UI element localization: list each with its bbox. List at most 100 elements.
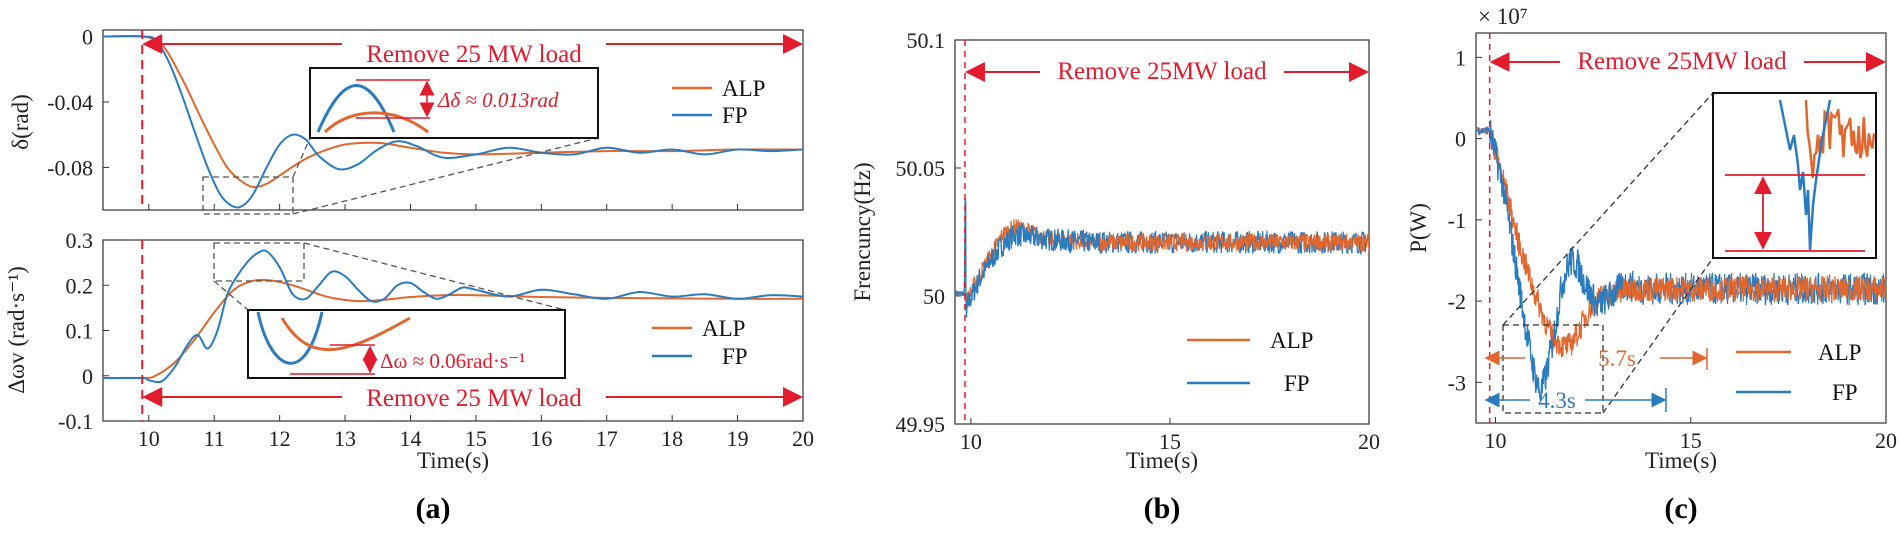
chart-a-bottom-inset-frame: [247, 309, 566, 379]
chart-b-xticks: 10 15 20: [960, 418, 1380, 454]
ytick-label: 49.95: [896, 412, 946, 437]
chart-a-bottom-xlabel: Time(s): [417, 448, 489, 473]
xtick-label: 20: [792, 426, 814, 451]
ytick-label: 0.3: [66, 228, 94, 253]
panel-label-c: (c): [1664, 492, 1697, 525]
ytick-label: 0: [82, 25, 93, 50]
xtick-label: 17: [596, 426, 618, 451]
chart-a-bottom-xticks: 10 11 12 13 14 15 16 17 18 19 20: [138, 415, 814, 451]
panel-label-a: (a): [416, 492, 451, 525]
chart-a-bottom-legend: ALP FP: [652, 316, 748, 369]
chart-b-annotation: Remove 25MW load: [1057, 58, 1267, 85]
panel-label-b: (b): [1144, 492, 1181, 525]
chart-b-xlabel: Time(s): [1126, 448, 1198, 473]
legend-alp-label: ALP: [702, 316, 745, 341]
chart-b-legend: ALP FP: [1187, 328, 1313, 396]
series-alp: [103, 34, 803, 189]
ytick-label: 0.2: [66, 273, 94, 298]
ytick-label: -0.08: [47, 155, 93, 180]
ytick-label: 50.05: [896, 156, 946, 181]
chart-b-annotation-bg: [1040, 56, 1284, 84]
chart-a-top-zoom-connector: [292, 137, 599, 215]
chart-a-bottom-ylabel: Δωv (rad·s⁻¹): [4, 266, 29, 394]
chart-a-top-legend: ALP FP: [672, 76, 765, 128]
xtick-label: 15: [1680, 428, 1702, 453]
chart-a-bottom-inset: Δω ≈ 0.06rad·s⁻¹: [247, 309, 566, 379]
chart-b-series: [955, 198, 1369, 318]
chart-a-bottom-yticks: 0.3 0.2 0.1 0 -0.1: [58, 228, 109, 434]
chart-b-frame: [954, 39, 1370, 425]
ytick-label: -0.1: [58, 409, 93, 434]
xtick-label: 18: [661, 426, 683, 451]
chart-a-top-zoom-connector: [292, 137, 311, 178]
chart-c-dimension-alp: 5.7s: [1484, 346, 1708, 371]
ytick-label: -1: [1448, 208, 1466, 233]
chart-c-annotation: Remove 25MW load: [1577, 48, 1787, 75]
chart-c-zoom-connector: [1502, 92, 1714, 326]
chart-c-zoom-connector: [1602, 257, 1714, 414]
xtick-label: 13: [334, 426, 356, 451]
chart-a-top-yticks: 0 -0.04 -0.08: [47, 25, 109, 180]
series-alp: [1476, 126, 1886, 358]
legend-fp-label: FP: [1832, 380, 1858, 405]
xtick-label: 20: [1358, 429, 1380, 454]
chart-a-top-ylabel: δ(rad): [8, 94, 33, 150]
ytick-label: 50.1: [907, 28, 946, 53]
inset-fp-curve: [256, 311, 324, 365]
chart-c-xticks: 10 15 20: [1485, 417, 1897, 453]
chart-b-yticks: 50.1 50.05 50 49.95: [896, 28, 961, 437]
series-fp: [1476, 120, 1620, 403]
inset-alp-curve: [323, 111, 429, 134]
chart-c-xlabel: Time(s): [1645, 448, 1717, 473]
chart-c-zoom-box: [1502, 324, 1604, 414]
xtick-label: 10: [960, 429, 982, 454]
xtick-label: 12: [269, 426, 291, 451]
xtick-label: 16: [530, 426, 552, 451]
legend-alp-label: ALP: [1818, 340, 1861, 365]
chart-a-bottom-annotation-bg: [342, 384, 606, 410]
chart-a-top: 0 -0.04 -0.08 δ(rad) Remove 25 MW load ALP…: [8, 25, 804, 215]
inset-alp-curve: [280, 316, 411, 352]
chart-a-bottom: 0.3 0.2 0.1 0 -0.1 10 11 12 13 14 15 16 17 18 19 20 Δω…: [4, 228, 814, 473]
legend-alp-label: ALP: [1270, 328, 1313, 353]
ytick-label: -0.04: [47, 90, 93, 115]
chart-a-top-inset-text: Δδ ≈ 0.013rad: [437, 88, 559, 112]
xtick-label: 15: [1159, 429, 1181, 454]
xtick-label: 10: [1485, 428, 1507, 453]
chart-a-top-annotation: Remove 25 MW load: [366, 41, 582, 68]
series-fp: [103, 249, 803, 384]
chart-a-bottom-zoom-connector: [213, 280, 249, 311]
ytick-label: 0.1: [66, 319, 94, 344]
series-fp: [955, 198, 1369, 318]
inset-fp-trace: [1778, 99, 1832, 251]
chart-a-bottom-inset-text: Δω ≈ 0.06rad·s⁻¹: [380, 349, 525, 373]
xtick-label: 11: [204, 426, 225, 451]
xtick-label: 10: [138, 426, 160, 451]
chart-c: 10-1-2-3 10 15 20 P(W) Time(s) × 10⁷ Remov…: [1406, 4, 1897, 473]
chart-a-top-frame: [102, 29, 804, 211]
legend-fp-label: FP: [722, 344, 748, 369]
ytick-label: 0: [1455, 127, 1466, 152]
xtick-label: 20: [1875, 428, 1897, 453]
ytick-label: 0: [82, 364, 93, 389]
chart-c-annotation-bg: [1560, 46, 1804, 74]
chart-a-bottom-zoom-box: [213, 242, 305, 282]
chart-a-bottom-series: [103, 249, 803, 384]
chart-b: 50.1 50.05 50 49.95 10 15 20 Frencuncy(Hz) Ti…: [850, 28, 1380, 473]
ytick-label: -3: [1448, 370, 1466, 395]
legend-fp-label: FP: [722, 103, 748, 128]
xtick-label: 14: [399, 426, 421, 451]
series-alp: [103, 278, 803, 380]
chart-c-scale-note: × 10⁷: [1478, 4, 1528, 29]
chart-c-yticks: 1 0 -1 -2 -3: [1448, 45, 1482, 395]
legend-alp-label: ALP: [722, 76, 765, 101]
chart-c-ylabel: P(W): [1406, 203, 1431, 253]
chart-c-inset: [1712, 92, 1877, 259]
ytick-label: 1: [1455, 45, 1466, 70]
chart-a-bottom-zoom-connector: [303, 242, 566, 311]
series-fp: [955, 198, 1100, 318]
xtick-label: 19: [727, 426, 749, 451]
chart-a-top-series: [103, 34, 803, 209]
chart-a-top-annotation-bg: [342, 40, 606, 66]
